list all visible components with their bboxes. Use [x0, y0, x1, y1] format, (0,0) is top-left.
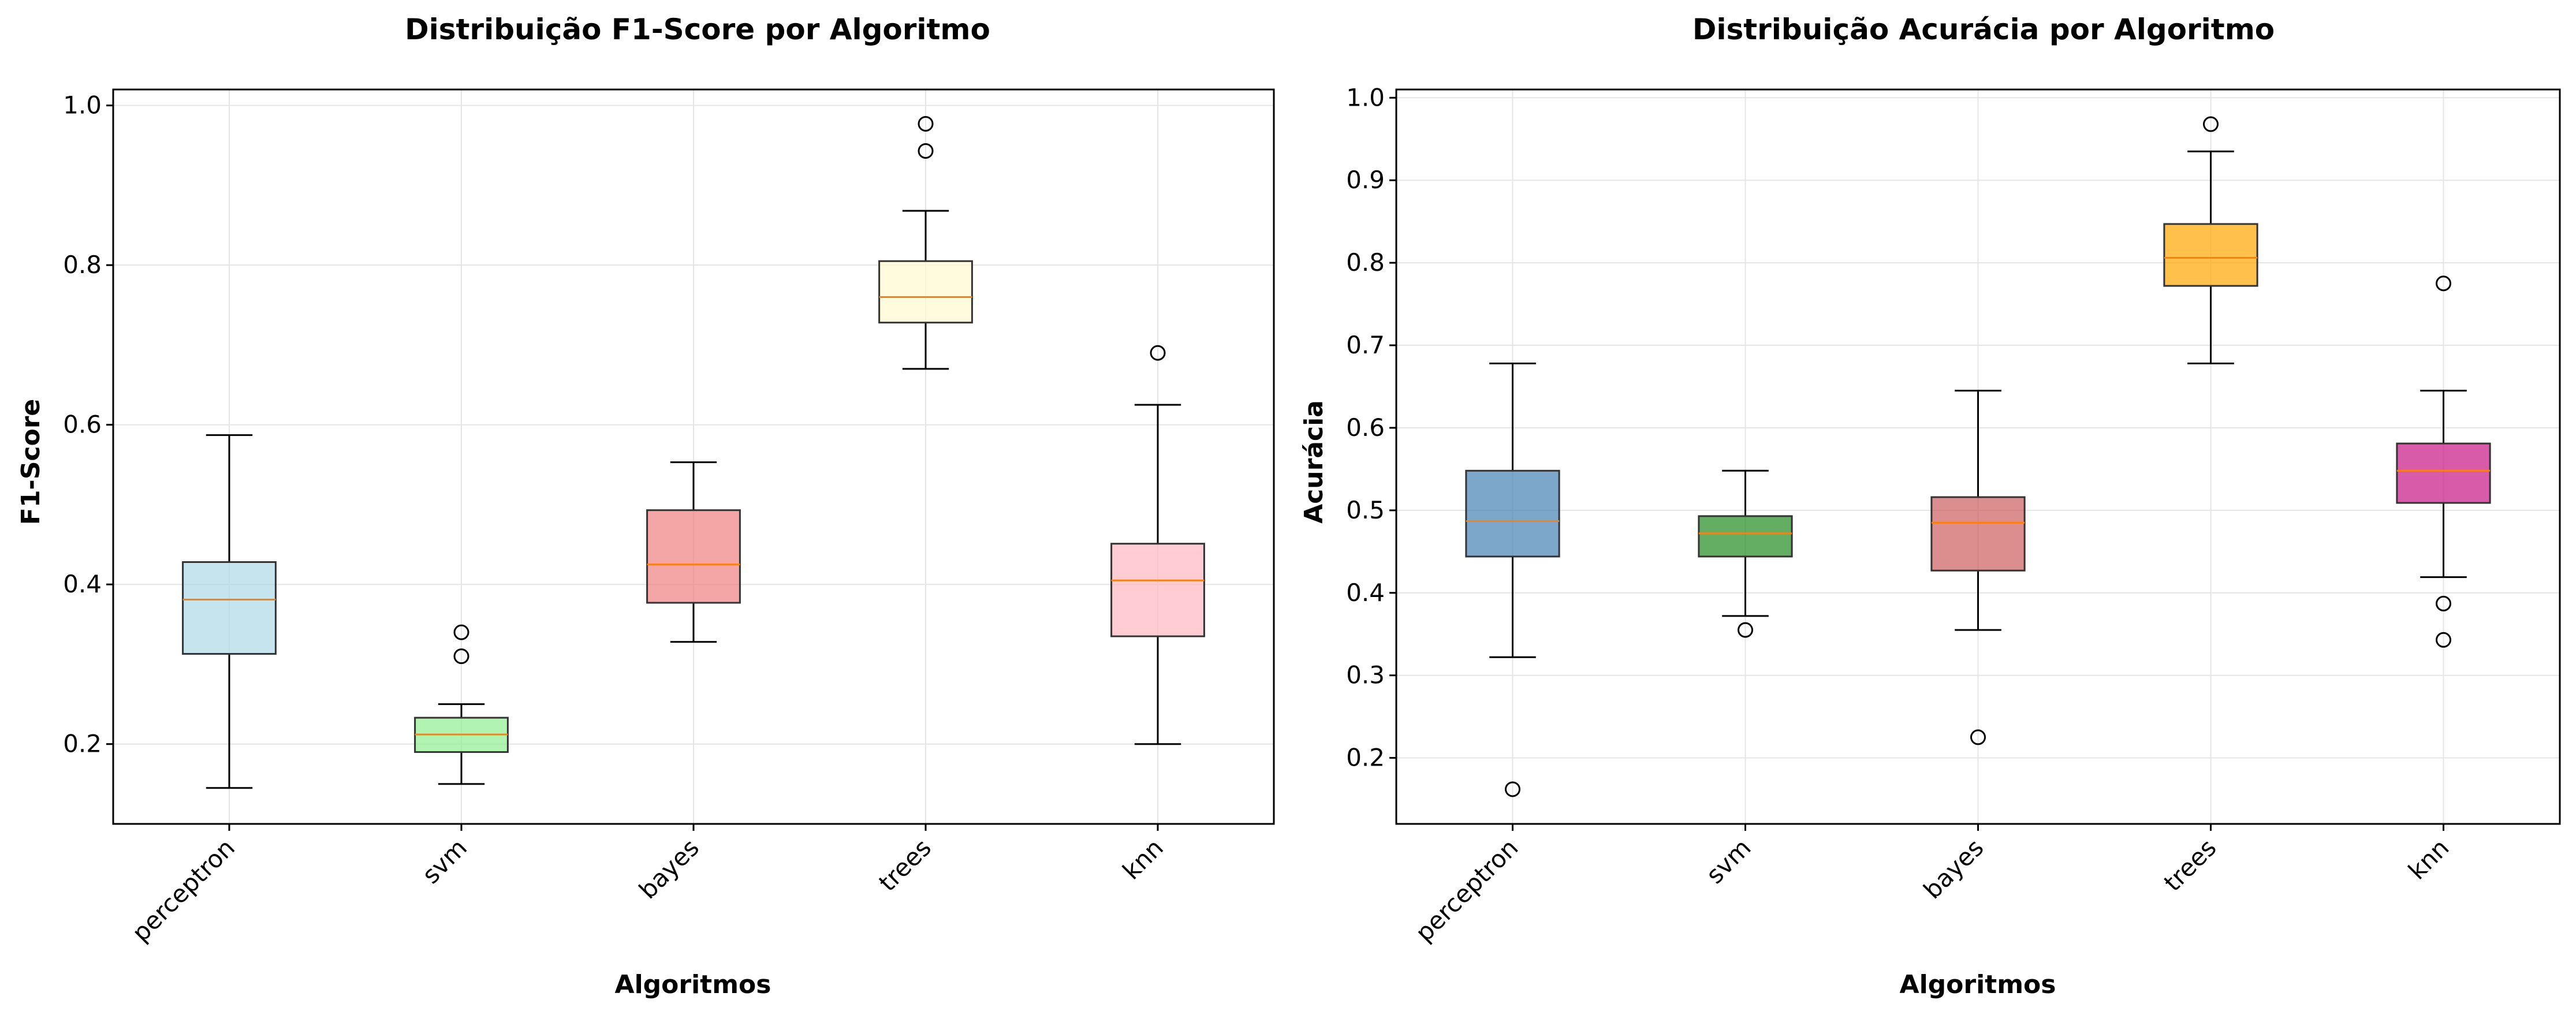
outlier-point	[2436, 595, 2451, 611]
x-tick-label: knn	[1117, 833, 1169, 885]
box-svm	[1698, 469, 1793, 638]
y-tick-label: 0.2	[1346, 744, 1385, 772]
y-tick-label: 0.6	[1346, 413, 1385, 442]
y-axis-label: Acurácia	[1299, 400, 1329, 524]
y-tick-label: 0.8	[1346, 248, 1385, 277]
box-body	[646, 509, 741, 604]
box-bayes	[1930, 390, 2026, 745]
x-tick-label: bayes	[633, 833, 704, 904]
y-tick-label: 0.4	[1346, 579, 1385, 607]
outlier-point	[2436, 275, 2451, 292]
box-trees	[878, 115, 973, 370]
box-trees	[2163, 116, 2258, 364]
y-tick-label: 0.5	[1346, 496, 1385, 524]
y-tick-label: 0.9	[1346, 166, 1385, 194]
x-tick-label: perceptron	[126, 833, 240, 947]
y-tick-label: 0.6	[63, 411, 102, 439]
x-tick-label: trees	[2159, 833, 2222, 897]
outlier-point	[1505, 781, 1520, 797]
box-body	[2396, 442, 2491, 504]
grid	[113, 89, 1274, 824]
box-knn	[2396, 275, 2491, 648]
boxes	[1465, 116, 2491, 797]
plot-frame	[1395, 88, 2561, 825]
plot-frame	[112, 88, 1275, 825]
box-svm	[414, 624, 509, 785]
y-tick-label: 0.8	[63, 251, 102, 279]
box-body	[1698, 515, 1793, 558]
chart-title: Distribuição Acurácia por Algoritmo	[1693, 13, 2275, 46]
chart-title: Distribuição F1-Score por Algoritmo	[405, 13, 990, 46]
x-axis-label: Algoritmos	[1900, 970, 2056, 999]
y-tick-label: 1.0	[1346, 83, 1385, 111]
y-tick-label: 0.7	[1346, 331, 1385, 359]
outlier-point	[1150, 345, 1166, 361]
box-bayes	[646, 461, 741, 643]
x-tick-label: perceptron	[1410, 833, 1524, 947]
outlier-point	[918, 143, 934, 159]
outlier-point	[2203, 116, 2219, 132]
box-body	[2163, 223, 2258, 287]
y-tick-label: 0.4	[63, 570, 102, 598]
box-body	[182, 561, 277, 655]
x-tick-label: svm	[1701, 833, 1757, 889]
box-body	[1465, 469, 1560, 558]
boxes	[182, 115, 1205, 789]
y-tick-label: 1.0	[63, 91, 102, 120]
outlier-point	[1970, 729, 1986, 745]
x-axis-label: Algoritmos	[615, 970, 771, 999]
x-tick-label: bayes	[1918, 833, 1989, 904]
f1-score-chart: Distribuição F1-Score por Algoritmo Algo…	[16, 13, 1275, 999]
x-tick-label: knn	[2403, 833, 2454, 885]
x-tick-label: svm	[416, 833, 472, 889]
acuracia-chart: Distribuição Acurácia por Algoritmo Algo…	[1299, 13, 2561, 999]
outlier-point	[1738, 622, 1753, 638]
box-perceptron	[1465, 362, 1560, 797]
box-body	[1930, 496, 2026, 572]
y-tick-label: 0.3	[1346, 661, 1385, 689]
x-tick-label: trees	[873, 833, 937, 897]
y-axis-label: F1-Score	[16, 399, 46, 525]
box-knn	[1110, 345, 1205, 745]
box-perceptron	[182, 434, 277, 789]
y-tick-label: 0.2	[63, 730, 102, 758]
outlier-point	[2436, 632, 2451, 648]
box-body	[878, 260, 973, 324]
outlier-point	[453, 624, 469, 640]
outlier-point	[918, 115, 934, 132]
outlier-point	[453, 648, 469, 665]
box-body	[1110, 543, 1205, 637]
